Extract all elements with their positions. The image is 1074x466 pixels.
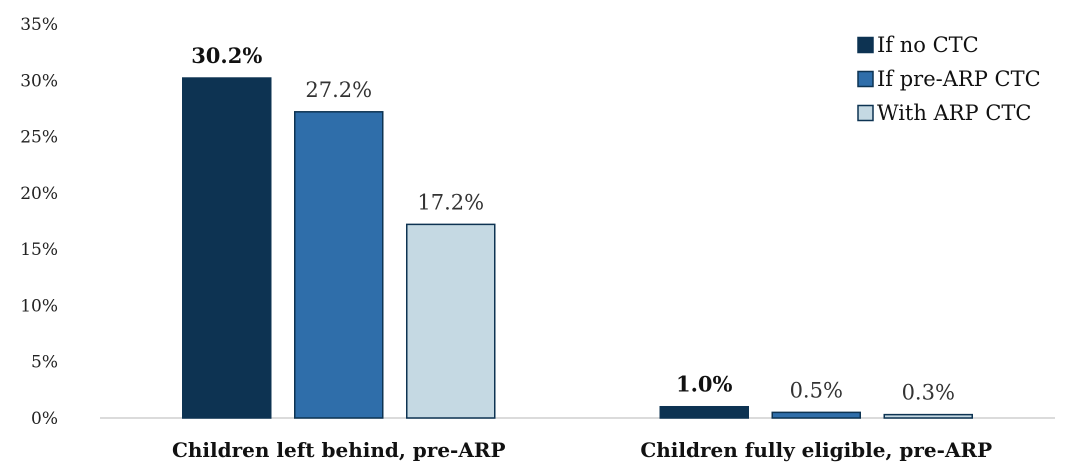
- bar: [659, 405, 749, 419]
- y-tick-label: 35%: [20, 15, 58, 35]
- legend-swatch: [857, 36, 874, 54]
- y-tick-label: 25%: [20, 128, 58, 148]
- bars-group: [182, 77, 973, 419]
- y-tick-label: 30%: [20, 71, 58, 91]
- legend-label: If pre-ARP CTC: [877, 67, 1041, 91]
- category-label: Children fully eligible, pre-ARP: [640, 438, 992, 462]
- legend-label: With ARP CTC: [877, 101, 1032, 125]
- y-tick-label: 10%: [20, 296, 58, 316]
- category-label: Children left behind, pre-ARP: [172, 438, 506, 462]
- y-tick-label: 20%: [20, 184, 58, 204]
- data-label: 17.2%: [417, 190, 484, 214]
- data-label: 30.2%: [191, 43, 262, 68]
- bar: [883, 413, 973, 419]
- y-tick-label: 0%: [31, 409, 58, 429]
- legend-swatch: [857, 70, 874, 88]
- legend-swatch: [857, 104, 874, 122]
- bar: [771, 411, 861, 419]
- y-axis-ticks: 0% 5% 10% 15% 20% 25% 30% 35%: [20, 15, 58, 429]
- y-tick-label: 5%: [31, 353, 58, 373]
- data-labels-group: 30.2% 27.2% 17.2% 1.0% 0.5% 0.3%: [191, 43, 955, 405]
- data-label: 1.0%: [676, 372, 733, 397]
- bar: [406, 223, 496, 419]
- y-tick-label: 15%: [20, 240, 58, 260]
- data-label: 0.3%: [902, 381, 955, 405]
- data-label: 27.2%: [305, 78, 372, 102]
- legend: If no CTC If pre-ARP CTC With ARP CTC: [857, 33, 1041, 125]
- data-label: 0.5%: [790, 378, 843, 402]
- category-labels-group: Children left behind, pre-ARP Children fu…: [172, 438, 992, 462]
- bar: [182, 77, 272, 419]
- legend-label: If no CTC: [877, 33, 979, 57]
- bar: [294, 111, 384, 419]
